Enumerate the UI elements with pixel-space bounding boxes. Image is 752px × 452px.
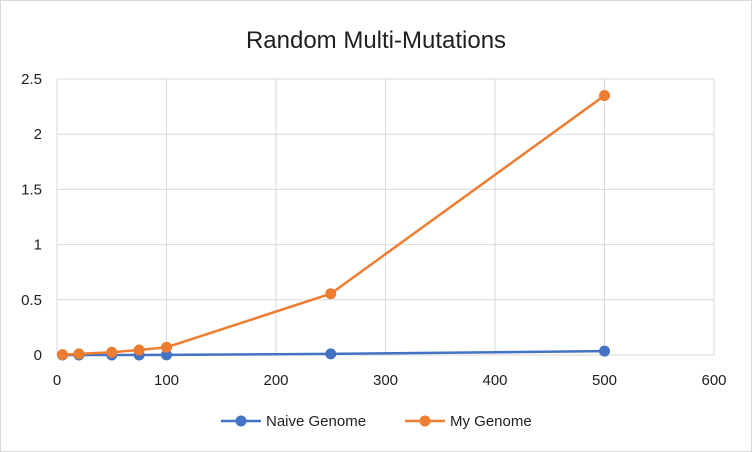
data-point — [599, 90, 610, 102]
gridlines — [56, 78, 715, 356]
data-point — [599, 345, 610, 357]
legend-marker — [419, 415, 431, 427]
x-tick-label: 100 — [154, 372, 179, 389]
data-point — [325, 348, 337, 360]
legend-label: Naive Genome — [266, 413, 366, 430]
legend-label: My Genome — [450, 413, 532, 430]
x-tick-label: 400 — [482, 372, 507, 389]
x-tick-label: 600 — [701, 372, 726, 389]
legend-item: My Genome — [405, 413, 532, 430]
data-point — [106, 346, 118, 358]
series-my-genome — [56, 90, 610, 361]
y-tick-label: 2.5 — [21, 71, 42, 88]
legend: Naive Genome My Genome — [221, 413, 532, 430]
chart-title: Random Multi-Mutations — [246, 27, 506, 54]
x-tick-label: 500 — [592, 372, 617, 389]
y-tick-label: 0.5 — [21, 292, 42, 309]
tick-labels: 0 100 200 300 400 500 600 0 0.5 1 1.5 2 2.5 — [21, 71, 726, 389]
series-layer — [56, 90, 610, 361]
y-tick-label: 0 — [34, 347, 42, 364]
data-point — [161, 341, 172, 353]
data-point — [133, 344, 145, 356]
y-tick-label: 2 — [34, 126, 42, 143]
data-point — [325, 288, 337, 300]
legend-marker — [235, 415, 247, 427]
x-tick-label: 300 — [373, 372, 398, 389]
data-point — [56, 349, 68, 361]
data-point — [161, 349, 172, 361]
y-tick-label: 1 — [34, 237, 42, 254]
x-tick-label: 200 — [263, 372, 288, 389]
x-tick-label: 0 — [53, 372, 61, 389]
legend-item: Naive Genome — [221, 413, 366, 430]
y-tick-label: 1.5 — [21, 181, 42, 198]
data-point — [73, 348, 85, 360]
